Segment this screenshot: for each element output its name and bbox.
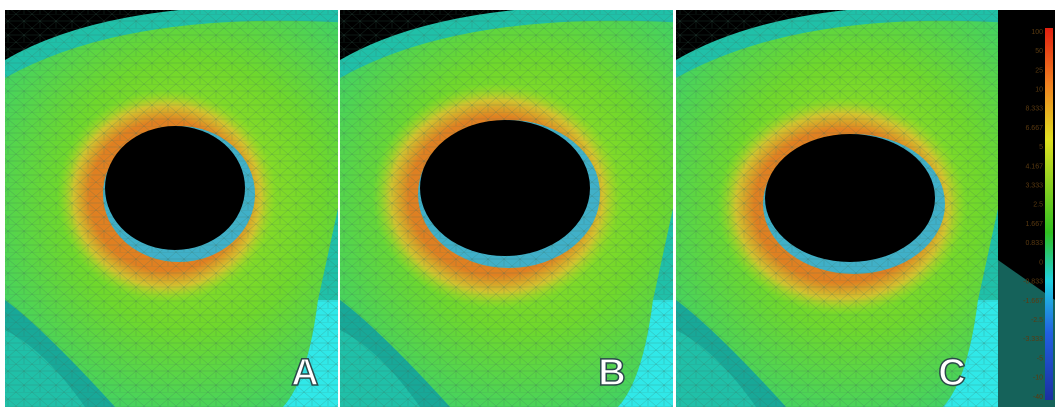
hole [105, 126, 245, 250]
colorbar-label: 2.5 [1033, 202, 1043, 209]
colorbar [1045, 28, 1053, 400]
panel-label: B [598, 352, 625, 394]
panel: B [340, 10, 673, 407]
colorbar-label: 6.667 [1025, 125, 1043, 132]
colorbar-label: 4.167 [1025, 163, 1043, 170]
hole [765, 134, 935, 262]
colorbar-label: -2.5 [1031, 317, 1043, 324]
colorbar-label: -3.333 [1023, 336, 1043, 343]
colorbar-label: 8.333 [1025, 106, 1043, 113]
colorbar-label: 50 [1035, 48, 1043, 55]
colorbar-label: 100 [1031, 29, 1043, 36]
colorbar-label: 0 [1039, 259, 1043, 266]
colorbar-label: 3.333 [1025, 183, 1043, 190]
colorbar-label: 10 [1035, 86, 1043, 93]
colorbar-label: 0.833 [1025, 240, 1043, 247]
panel: C [676, 10, 998, 407]
colorbar-label: -40 [1033, 394, 1043, 401]
panel-label: C [938, 352, 965, 394]
colorbar-label: 5 [1039, 144, 1043, 151]
colorbar-label: 25 [1035, 67, 1043, 74]
hole [420, 120, 590, 256]
colorbar-label: -0.833 [1023, 279, 1043, 286]
panel-label: A [291, 352, 318, 394]
colorbar-label: 1.667 [1025, 221, 1043, 228]
colorbar-label: -1.667 [1023, 298, 1043, 305]
colorbar-label: -10 [1033, 375, 1043, 382]
panel: A [5, 10, 338, 407]
colorbar-label: -5 [1037, 355, 1043, 362]
colorbar-mesh-corner [998, 260, 1055, 407]
